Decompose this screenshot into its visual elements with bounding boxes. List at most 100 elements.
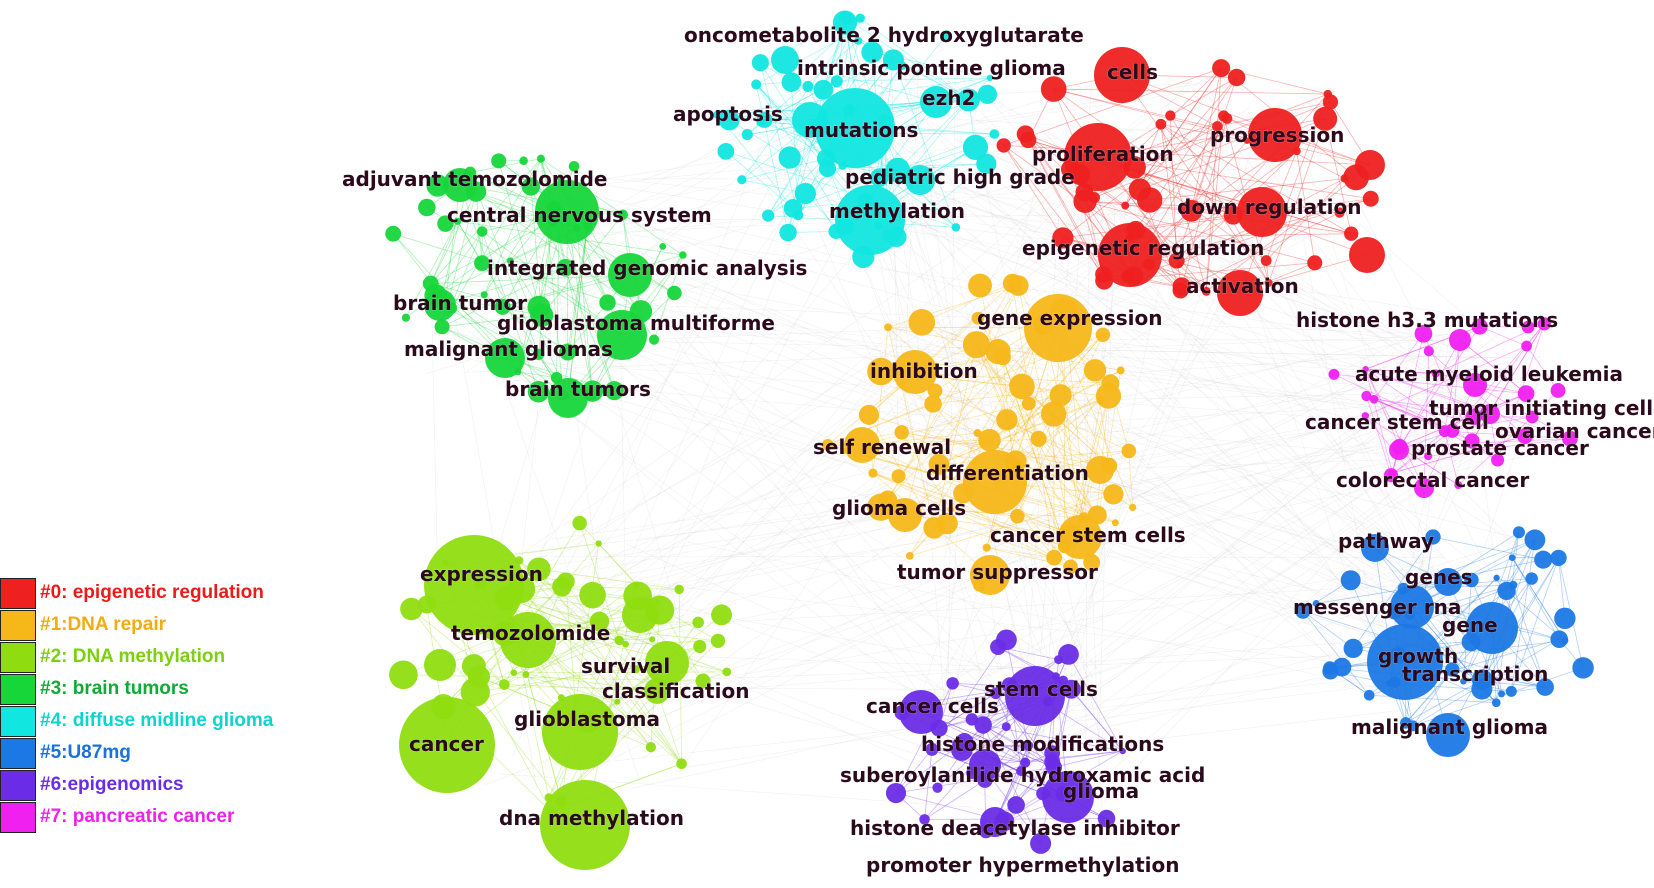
c5-node xyxy=(1572,657,1594,679)
inter-cluster-edge xyxy=(446,552,1035,818)
legend-swatch xyxy=(0,673,36,705)
inter-cluster-edge xyxy=(584,93,1320,653)
c4-node xyxy=(781,72,802,92)
c1-node xyxy=(867,357,895,386)
inter-cluster-edge xyxy=(890,130,1052,775)
c7-node xyxy=(1424,452,1433,461)
c7-edge xyxy=(1459,339,1527,394)
c1-edge xyxy=(938,399,1102,465)
c6-term-label: promoter hypermethylation xyxy=(866,853,1179,877)
c1-edge xyxy=(887,327,935,528)
inter-cluster-edge xyxy=(585,197,1185,599)
c3-edge xyxy=(510,260,566,269)
c7-edge xyxy=(1392,435,1526,474)
c6-edge xyxy=(952,682,996,694)
c7-node xyxy=(1517,385,1535,402)
c6-term-label: histone deacetylase inhibitor xyxy=(850,816,1180,840)
inter-cluster-edge xyxy=(626,543,1052,741)
c3-node xyxy=(679,251,687,259)
inter-cluster-edge xyxy=(632,170,818,651)
c0-edge xyxy=(1053,88,1234,216)
c3-major-node xyxy=(608,253,652,297)
inter-cluster-edge xyxy=(1097,206,1116,766)
inter-cluster-edge xyxy=(466,365,1085,615)
c1-node xyxy=(968,273,992,298)
c4-term-label: methylation xyxy=(829,199,965,223)
c3-node xyxy=(426,174,449,197)
c3-edge xyxy=(562,225,588,396)
c1-edge xyxy=(976,344,1039,440)
legend-label: #5:U87mg xyxy=(40,742,131,763)
c5-edge xyxy=(1447,578,1533,736)
c0-edge xyxy=(1216,68,1222,127)
c5-major-node xyxy=(1361,534,1389,562)
inter-cluster-edge xyxy=(988,445,1445,677)
c2-edge xyxy=(475,595,638,693)
legend-swatch xyxy=(0,609,36,641)
c3-edge xyxy=(430,220,554,284)
c6-edge xyxy=(995,693,1055,768)
c6-node xyxy=(932,782,943,793)
c6-term-label: cancer cells xyxy=(866,694,999,718)
c5-node xyxy=(1554,607,1576,630)
c1-node xyxy=(1111,519,1119,527)
c0-node xyxy=(1165,110,1176,121)
inter-cluster-edge xyxy=(1026,154,1279,719)
network-nodes xyxy=(385,10,1594,870)
inter-cluster-edge xyxy=(845,51,1097,699)
c1-node xyxy=(884,323,892,332)
c6-term-label: histone modifications xyxy=(921,732,1164,756)
c1-node xyxy=(1030,430,1047,447)
c7-edge xyxy=(1365,368,1571,439)
inter-cluster-edge xyxy=(631,90,840,554)
c4-node xyxy=(962,134,989,160)
c5-node xyxy=(1534,550,1553,569)
c0-node xyxy=(996,138,1011,153)
c1-node xyxy=(1021,396,1036,411)
c5-edge xyxy=(1511,557,1560,640)
inter-cluster-edge xyxy=(1009,548,1490,702)
inter-cluster-edge xyxy=(934,117,1192,134)
c7-node xyxy=(1465,408,1482,426)
c6-edge xyxy=(1053,750,1123,768)
inter-cluster-edge xyxy=(1223,172,1471,669)
c0-edge xyxy=(1191,77,1238,211)
inter-cluster-edge xyxy=(1074,552,1364,803)
c6-edge xyxy=(1068,654,1124,752)
c6-node xyxy=(1022,740,1034,751)
c2-node xyxy=(522,670,530,678)
c1-node xyxy=(996,409,1018,431)
c4-node xyxy=(762,209,775,222)
c6-major-node xyxy=(1042,771,1094,823)
inter-cluster-edge xyxy=(1104,388,1488,802)
inter-cluster-edge xyxy=(1312,183,1550,389)
inter-cluster-edge xyxy=(837,52,1490,576)
c0-edge xyxy=(1190,68,1222,211)
inter-cluster-edge xyxy=(500,219,1049,751)
c2-node xyxy=(693,639,707,653)
c5-edge xyxy=(1481,557,1559,680)
c5-term-label: genes xyxy=(1405,565,1473,589)
c1-edge xyxy=(986,547,1055,559)
c1-term-label: gene expression xyxy=(977,306,1163,330)
c0-node xyxy=(1180,199,1203,222)
c4-major-node xyxy=(905,165,935,195)
inter-cluster-edge xyxy=(596,203,1421,548)
inter-cluster-edge xyxy=(436,288,991,676)
inter-cluster-edge xyxy=(899,201,1447,638)
c3-node xyxy=(519,156,528,166)
inter-cluster-edge xyxy=(876,330,1416,547)
c3-major-node xyxy=(535,180,599,244)
c4-edge xyxy=(755,84,789,233)
c5-node xyxy=(1363,689,1375,701)
c3-node xyxy=(604,381,624,401)
legend-label: #2: DNA methylation xyxy=(40,646,226,667)
c5-edge xyxy=(1412,641,1472,727)
inter-cluster-edge xyxy=(460,572,1054,797)
c3-term-label: adjuvant temozolomide xyxy=(342,167,607,191)
c2-node xyxy=(510,669,518,677)
inter-cluster-edge xyxy=(1258,146,1417,436)
c7-node xyxy=(1491,453,1505,467)
inter-cluster-edge xyxy=(931,130,1440,691)
